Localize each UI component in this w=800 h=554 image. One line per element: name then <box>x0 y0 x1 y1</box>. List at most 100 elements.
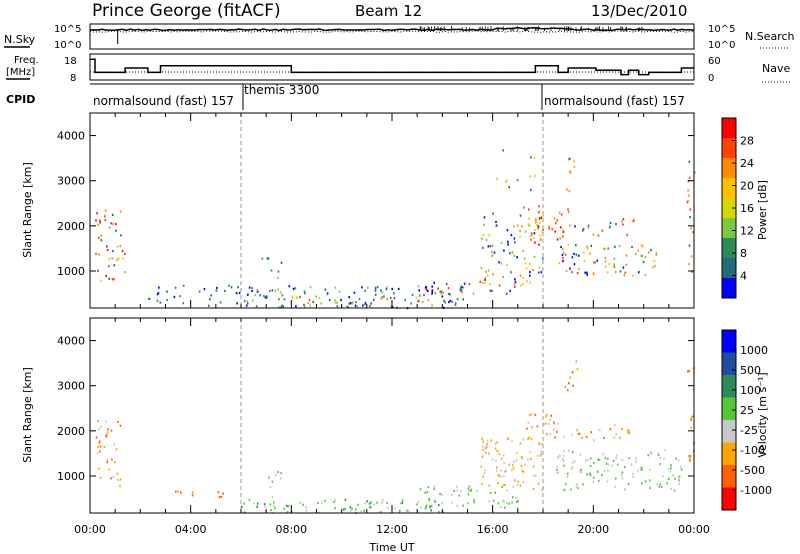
heatmap-cell <box>124 271 126 274</box>
nave-label: Nave <box>762 62 790 75</box>
heatmap-cell <box>538 271 540 274</box>
heatmap-cell <box>560 213 563 216</box>
heatmap-cell <box>291 296 294 299</box>
heatmap-cell <box>383 295 385 298</box>
heatmap-cell <box>540 453 543 456</box>
heatmap-cell <box>516 507 519 510</box>
heatmap-cell <box>520 464 523 467</box>
heatmap-cell <box>427 299 430 302</box>
heatmap-cell <box>427 485 430 488</box>
heatmap-cell <box>496 466 498 469</box>
heatmap-cell <box>259 294 262 297</box>
heatmap-cell <box>584 271 586 274</box>
heatmap-cell <box>569 157 571 160</box>
heatmap-cell <box>501 486 503 489</box>
heatmap-cell <box>119 245 121 248</box>
heatmap-cell <box>103 445 106 448</box>
heatmap-cell <box>439 290 442 293</box>
heatmap-cell <box>108 265 110 268</box>
heatmap-cell <box>254 293 257 297</box>
heatmap-cell <box>98 427 100 431</box>
heatmap-cell <box>277 288 280 291</box>
heatmap-cell <box>535 221 538 224</box>
heatmap-cell <box>502 275 504 279</box>
heatmap-cell <box>385 288 388 291</box>
heatmap-cell <box>255 305 258 308</box>
heatmap-cell <box>590 244 593 247</box>
heatmap-cell <box>687 189 689 192</box>
heatmap-cell <box>690 426 692 429</box>
heatmap-cell <box>270 509 272 512</box>
power-colorbar-swatch <box>722 278 736 299</box>
cpid-strip: CPID normalsound (fast) 157 themis 3300 … <box>6 83 694 110</box>
heatmap-cell <box>539 234 542 237</box>
heatmap-cell <box>505 292 508 296</box>
heatmap-cell <box>479 280 481 283</box>
heatmap-cell <box>534 228 536 231</box>
heatmap-cell <box>376 501 378 504</box>
x-tick-label: 12:00 <box>376 523 408 536</box>
heatmap-cell <box>527 421 530 424</box>
heatmap-cell <box>536 425 539 428</box>
heatmap-cell <box>635 457 637 460</box>
heatmap-cell <box>592 273 595 276</box>
heatmap-cell <box>111 458 113 461</box>
heatmap-cell <box>537 211 540 214</box>
heatmap-cell <box>481 237 483 240</box>
heatmap-cell <box>675 457 677 460</box>
heatmap-cell <box>566 475 569 478</box>
heatmap-cell <box>502 484 505 487</box>
heatmap-cell <box>100 234 103 237</box>
heatmap-cell <box>156 293 159 296</box>
heatmap-cell <box>527 437 529 440</box>
heatmap-cell <box>261 257 264 260</box>
heatmap-cell <box>367 286 369 289</box>
x-tick-label: 00:00 <box>678 523 710 536</box>
heatmap-cell <box>333 500 335 504</box>
heatmap-cell <box>509 289 511 292</box>
power-colorbar-swatch <box>722 238 736 259</box>
heatmap-cell <box>567 211 570 214</box>
heatmap-cell <box>587 226 589 229</box>
heatmap-cell <box>228 284 230 287</box>
heatmap-cell <box>370 506 372 509</box>
heatmap-cell <box>519 284 522 287</box>
heatmap-cell <box>508 463 511 466</box>
heatmap-cell <box>656 483 658 486</box>
heatmap-cell <box>519 274 522 277</box>
heatmap-cell <box>690 255 693 258</box>
heatmap-cell <box>217 491 220 494</box>
heatmap-cell <box>667 477 670 481</box>
heatmap-cell <box>537 226 540 229</box>
heatmap-cell <box>563 488 565 492</box>
heatmap-cell <box>628 457 631 460</box>
heatmap-cell <box>283 298 286 301</box>
heatmap-cell <box>451 300 453 303</box>
heatmap-cell <box>496 177 498 180</box>
heatmap-cell <box>598 458 601 461</box>
heatmap-cell <box>530 188 532 191</box>
heatmap-cell <box>567 472 569 475</box>
heatmap-cell <box>456 504 459 507</box>
heatmap-cell <box>96 451 99 455</box>
heatmap-cell <box>459 287 462 290</box>
heatmap-cell <box>210 294 212 297</box>
heatmap-cell <box>256 288 259 291</box>
x-tick-label: 04:00 <box>175 523 207 536</box>
heatmap-cell <box>523 257 526 260</box>
velocity-colorbar-swatch <box>722 397 736 421</box>
freq-tick-top: 18 <box>64 56 77 67</box>
heatmap-cell <box>362 304 364 307</box>
heatmap-cell <box>354 508 357 511</box>
heatmap-cell <box>105 420 107 423</box>
heatmap-cell <box>468 283 471 286</box>
heatmap-cell <box>498 284 501 287</box>
heatmap-cell <box>585 459 587 462</box>
heatmap-cell <box>386 501 388 505</box>
heatmap-cell <box>453 489 455 493</box>
heatmap-cell <box>113 264 116 267</box>
heatmap-cell <box>461 291 463 294</box>
heatmap-cell <box>277 270 280 273</box>
heatmap-cell <box>550 414 552 417</box>
heatmap-cell <box>593 439 595 442</box>
